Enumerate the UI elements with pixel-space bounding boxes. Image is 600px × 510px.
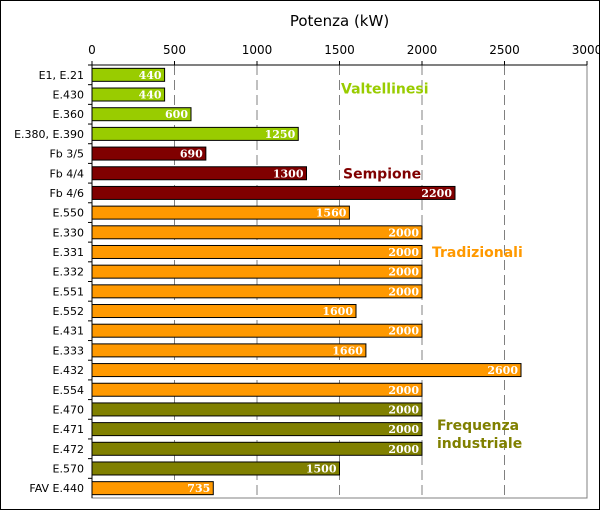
data-label: 2600 [487,364,518,377]
group-label: Frequenza [437,418,519,434]
data-label: 2000 [388,423,419,436]
bar [91,67,166,82]
data-label: 600 [165,108,188,121]
data-label: 2000 [388,384,419,397]
bar [91,343,367,358]
data-label: 1600 [322,305,353,318]
bar [91,185,456,200]
category-label: E.432 [53,364,84,377]
data-label: 2000 [388,443,419,456]
category-label: E.430 [53,89,84,102]
bar [91,146,207,161]
category-label: E.331 [53,246,84,259]
bar [91,225,423,240]
category-label: Fb 4/4 [49,167,84,180]
data-label: 440 [139,69,162,82]
axis-title: Potenza (kW) [290,12,389,30]
data-label: 1560 [316,207,347,220]
data-label: 1250 [265,128,296,141]
category-label: E.471 [53,423,84,436]
group-label: industriale [437,436,522,452]
bar [91,126,299,141]
bar [91,481,214,496]
category-label: E.330 [53,226,84,239]
category-label: FAV E.440 [29,482,84,495]
bar [91,422,423,437]
category-label: E.470 [53,403,84,416]
category-label: E1, E.21 [39,69,84,82]
bar [91,461,340,476]
x-tick-label: 500 [163,43,186,57]
category-label: E.551 [53,285,84,298]
bar [91,363,522,378]
data-label: 735 [187,482,210,495]
bar [91,382,423,397]
x-tick-label: 0 [88,43,96,57]
category-label: E.380, E.390 [14,128,84,141]
data-label: 440 [139,89,162,102]
bar [91,205,350,220]
bar [91,244,423,259]
category-label: Fb 3/5 [49,148,84,161]
x-tick-label: 1500 [324,43,355,57]
category-label: E.332 [53,266,84,279]
data-label: 1300 [273,167,304,180]
x-tick-label: 2500 [489,43,520,57]
data-label: 2000 [388,246,419,259]
category-label: E.360 [53,108,84,121]
data-label: 2000 [388,266,419,279]
category-label: E.550 [53,207,84,220]
x-tick-label: 3000 [572,43,599,57]
bar [91,284,423,299]
data-label: 2000 [388,403,419,416]
group-label: Sempione [343,166,421,182]
data-label: 2200 [421,187,452,200]
data-label: 2000 [388,285,419,298]
x-tick-label: 1000 [242,43,273,57]
category-label: Fb 4/6 [49,187,84,200]
bar [91,166,307,181]
bar [91,264,423,279]
x-tick-label: 2000 [407,43,438,57]
data-label: 2000 [388,226,419,239]
group-label: Tradizionali [432,245,523,261]
bar [91,107,192,122]
data-label: 690 [180,148,203,161]
category-label: E.552 [53,305,84,318]
bar [91,441,423,456]
bar [91,402,423,417]
data-label: 1660 [332,344,363,357]
bar [91,87,166,102]
category-label: E.472 [53,443,84,456]
bar [91,304,357,319]
category-label: E.333 [53,344,84,357]
category-label: E.431 [53,325,84,338]
category-label: E.570 [53,462,84,475]
data-label: 2000 [388,325,419,338]
category-label: E.554 [53,384,84,397]
group-label: Valtellinesi [341,82,429,98]
data-label: 1500 [306,462,337,475]
bar [91,323,423,338]
